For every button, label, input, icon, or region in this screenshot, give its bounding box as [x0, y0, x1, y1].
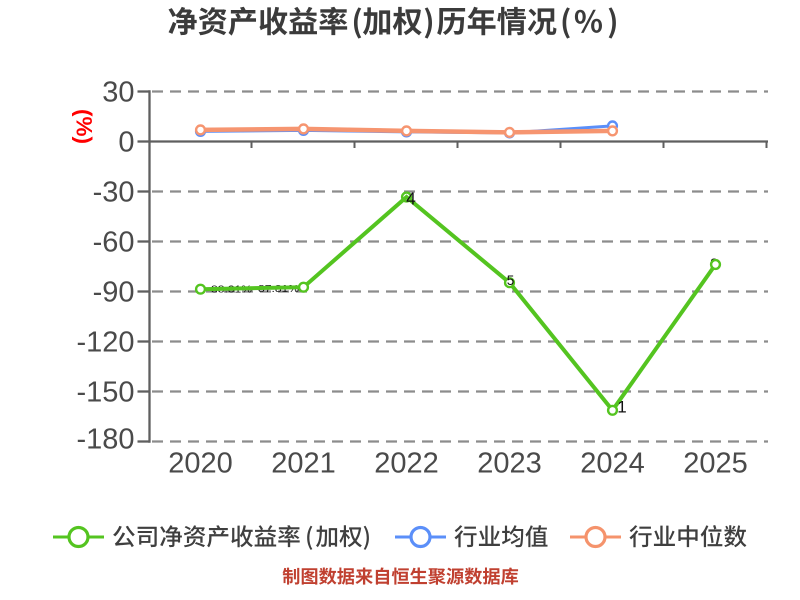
svg-text:-30: -30: [93, 177, 135, 209]
svg-text:(%): (%): [72, 109, 97, 144]
svg-text:30: 30: [102, 77, 134, 109]
svg-text:-60: -60: [93, 227, 135, 259]
svg-text:4: 4: [406, 189, 416, 209]
svg-text:2021: 2021: [271, 448, 336, 480]
svg-text:-150: -150: [76, 377, 134, 409]
svg-text:2025: 2025: [683, 448, 748, 480]
svg-text:2020: 2020: [168, 448, 233, 480]
svg-text:2022: 2022: [374, 448, 439, 480]
svg-text:5: 5: [507, 273, 515, 288]
svg-text:2023: 2023: [477, 448, 542, 480]
svg-text:1: 1: [617, 398, 626, 417]
svg-text:-120: -120: [76, 327, 134, 359]
svg-text:-90: -90: [93, 277, 135, 309]
svg-text:2024: 2024: [580, 448, 645, 480]
svg-text:0: 0: [118, 127, 134, 159]
svg-text:-180: -180: [76, 424, 134, 456]
